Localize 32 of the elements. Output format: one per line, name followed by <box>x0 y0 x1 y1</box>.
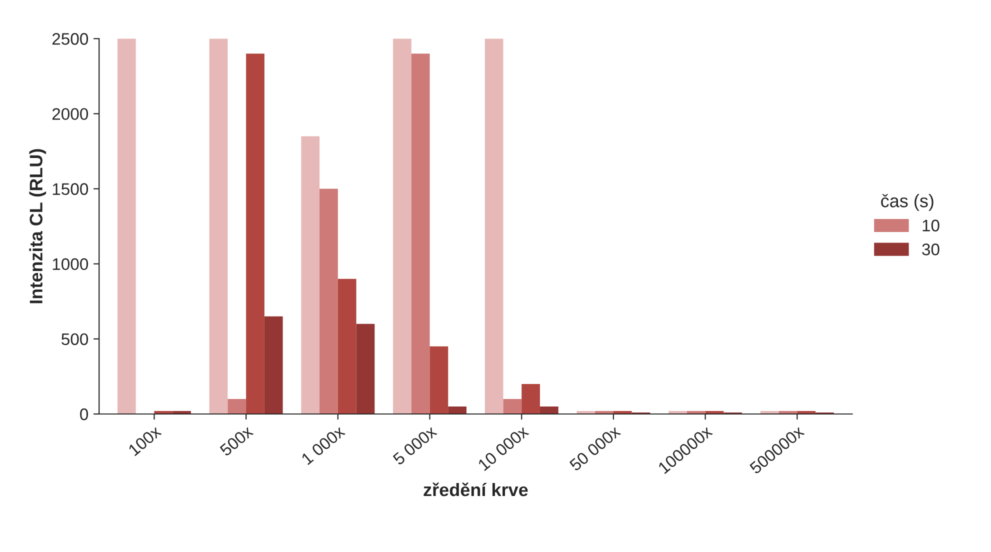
y-tick-label: 0 <box>80 408 88 420</box>
x-tick-label: 10 000x <box>477 424 530 472</box>
bar <box>484 38 504 414</box>
bar <box>338 278 356 414</box>
bar <box>540 406 558 414</box>
y-tick-label: 1500 <box>52 183 88 195</box>
bar <box>411 54 430 414</box>
x-tick-label: 50 000x <box>568 424 622 472</box>
y-tick-label: 500 <box>62 333 88 346</box>
bar <box>393 38 412 414</box>
bar <box>503 398 522 414</box>
bar <box>246 54 264 414</box>
y-tick-label: 1000 <box>52 258 88 270</box>
y-tick-label: 2000 <box>52 108 88 120</box>
bar <box>448 406 466 414</box>
bar <box>430 346 448 414</box>
legend-label: 10 <box>922 220 940 232</box>
bar <box>356 324 375 414</box>
bar <box>117 38 136 414</box>
legend-title: čas (s) <box>881 194 934 211</box>
x-tick-label: 5 000x <box>392 424 438 466</box>
bar <box>522 384 540 414</box>
y-tick-label: 2500 <box>52 33 88 45</box>
bar <box>228 398 246 414</box>
bar <box>209 38 228 414</box>
x-tick-label: 1 000x <box>300 424 346 466</box>
bar <box>301 136 320 414</box>
x-axis-title: zředění krve <box>424 482 528 496</box>
bar <box>264 316 283 414</box>
bar <box>320 188 338 414</box>
y-axis-title: Intenzita CL (RLU) <box>29 149 46 304</box>
legend-label: 30 <box>922 244 940 256</box>
